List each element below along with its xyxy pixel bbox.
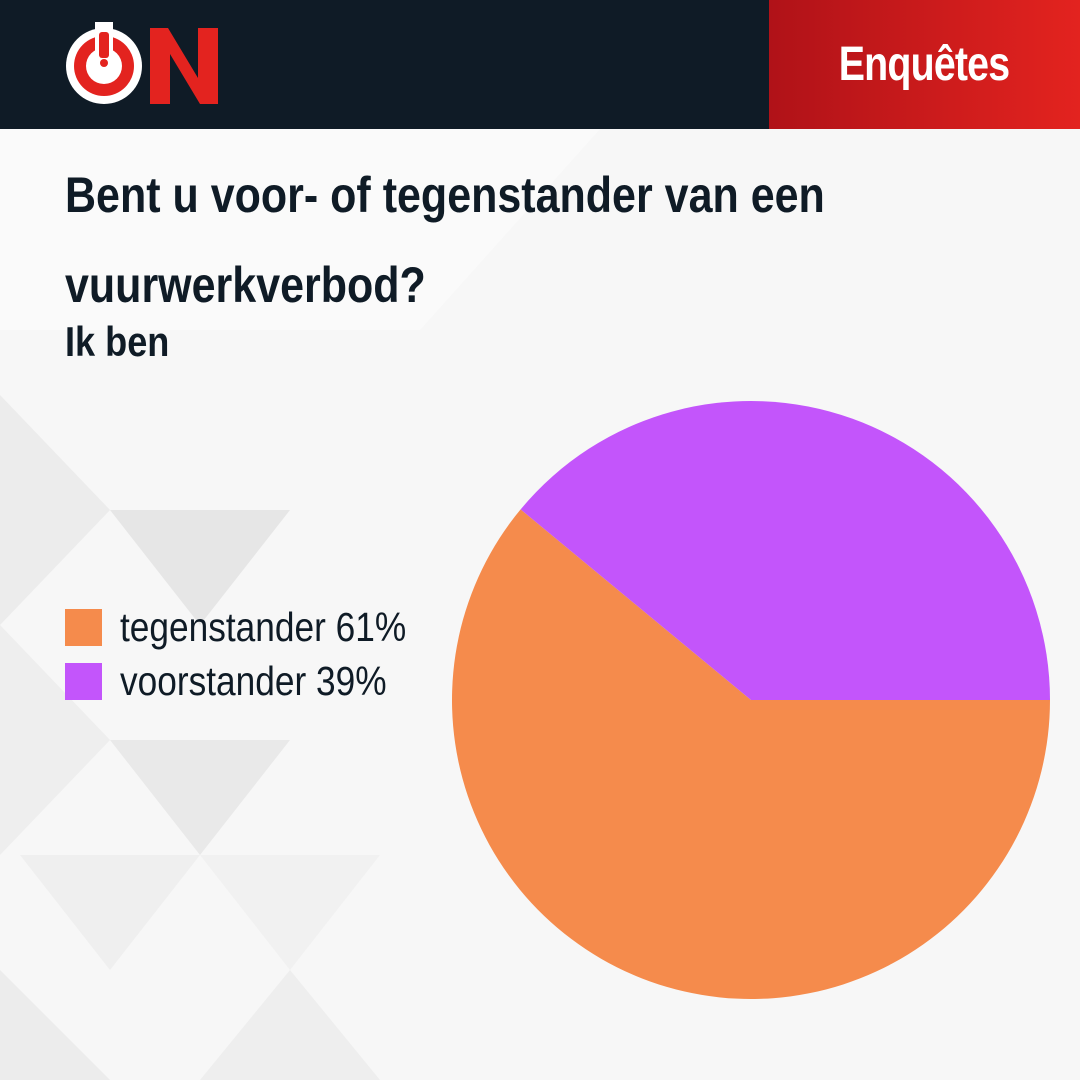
chart-legend: tegenstander 61% voorstander 39%	[65, 600, 453, 708]
chart-title: Bent u voor- of tegenstander van een vuu…	[65, 167, 825, 313]
header-bar: Enquêtes	[0, 0, 1080, 129]
legend-label-voorstander: voorstander 39%	[120, 657, 387, 704]
chart-subtitle: Ik ben	[65, 318, 170, 365]
section-tab-label: Enquêtes	[839, 38, 1010, 91]
legend-swatch-voorstander	[65, 662, 102, 700]
legend-swatch-tegenstander	[65, 608, 102, 646]
pie-slice-voorstander	[520, 401, 1050, 700]
pie-slice-tegenstander	[451, 509, 1050, 1000]
on-logo	[66, 22, 218, 104]
legend-label-tegenstander: tegenstander 61%	[120, 603, 407, 650]
legend-item-voorstander: voorstander 39%	[65, 654, 453, 708]
section-tab[interactable]: Enquêtes	[769, 0, 1080, 129]
legend-item-tegenstander: tegenstander 61%	[65, 600, 453, 654]
